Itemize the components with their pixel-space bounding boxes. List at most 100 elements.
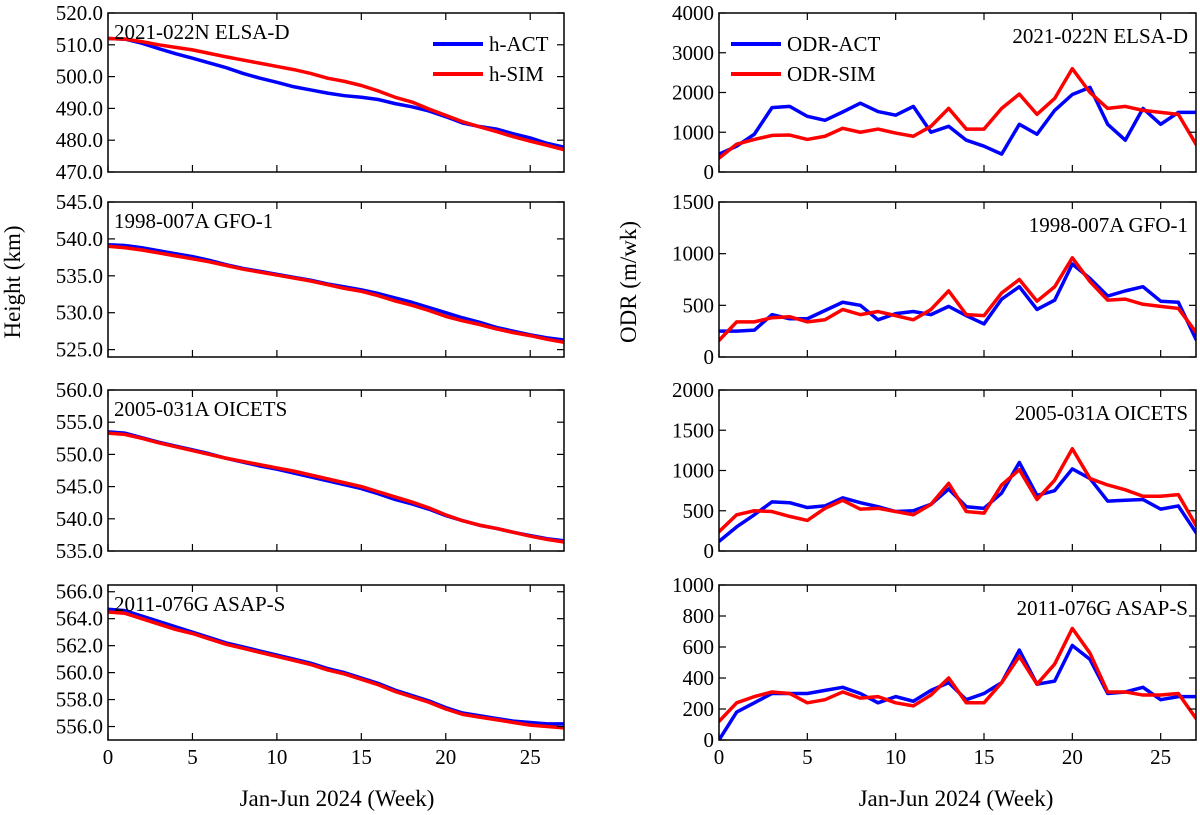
panel-right-4-xtick-label: 25 [1150,745,1171,769]
panel-right-3-ytick-label: 500 [683,499,715,523]
panel-left-4-xtick-label: 25 [520,745,541,769]
panel-left-4-series-h-sim [108,610,564,730]
panel-left-4-xtick-label: 5 [187,745,198,769]
panel-right-1-ytick-label: 2000 [672,81,714,105]
panel-right-2-frame [718,201,1197,358]
panel-right-3-ytick-label: 1500 [672,418,714,442]
left-y-axis-title: Height (km) [0,225,25,338]
panel-left-3-ytick-label: 560.0 [56,378,103,402]
panel-left-4-series-h-act [108,607,564,726]
panel-left-1-frame [107,12,565,173]
panel-right-3-annotation: 2005-031A OICETS [1015,401,1188,425]
panel-right-4-xtick-label: 0 [714,745,725,769]
panel-left-3-frame [107,389,565,552]
panel-right-2: 0 500 1000 1500 1998-007A GFO-1 [672,190,1197,369]
panel-left-3-ytick-label: 540.0 [56,507,103,531]
panel-right-1-ytick-label: 4000 [672,1,714,25]
panel-left-1-ytick-label: 500.0 [56,65,103,89]
panel-right-4-ytick-label: 1000 [672,573,714,597]
panel-left-1: 470.0 480.0 490.0 500.0 510.0 520.0 2021-022N … [56,1,565,184]
panel-left-1-ytick-label: 490.0 [56,96,103,120]
panel-left-2: 525.0 530.0 535.0 540.0 545.0 1998-007A GFO-1 [56,190,565,362]
panel-left-2-ytick-label: 545.0 [56,190,103,214]
panel-left-1-ytick-label: 520.0 [56,1,103,25]
panel-left-1-ytick-label: 470.0 [56,160,103,184]
panel-right-1-ytick-label: 3000 [672,41,714,65]
panel-left-4-annotation: 2011-076G ASAP-S [114,592,285,616]
panel-left-3-ytick-label: 555.0 [56,410,103,434]
panel-right-3-ytick-label: 1000 [672,459,714,483]
panel-right-1-annotation: 2021-022N ELSA-D [1012,24,1188,48]
panel-right-1-ytick-label: 1000 [672,120,714,144]
panel-left-4-frame [107,584,565,741]
panel-right-1-series-odr-sim [719,66,1196,160]
panel-right-4-xtick-label: 15 [974,745,995,769]
panel-left-3-ytick-label: 535.0 [56,539,103,563]
panel-left-2-series-h-act [108,243,564,342]
panel-left-2-ytick-label: 540.0 [56,227,103,251]
panel-right-1-legend-label-odr-act: ODR-ACT [787,32,881,56]
panel-left-1-ytick-label: 480.0 [56,128,103,152]
panel-right-1-legend: ODR-ACT ODR-SIM [731,32,881,86]
panel-right-4-ytick-label: 200 [683,697,715,721]
panel-left-4-ytick-label: 564.0 [56,607,103,631]
panel-right-4-ytick-label: 800 [683,604,715,628]
panel-left-2-annotation: 1998-007A GFO-1 [114,209,273,233]
panel-left-4-ytick-label: 560.0 [56,661,103,685]
panel-left-1-legend-label-h-sim: h-SIM [489,62,544,86]
panel-right-4-xtick-label: 10 [885,745,906,769]
panel-right-3-ytick-label: 2000 [672,378,714,402]
panel-left-3-ytick-label: 550.0 [56,442,103,466]
panel-right-4-annotation: 2011-076G ASAP-S [1017,596,1188,620]
panel-left-3-annotation: 2005-031A OICETS [114,397,287,421]
panel-right-2-ytick-label: 0 [704,345,715,369]
panel-right-1-ytick-label: 0 [704,160,715,184]
panel-left-1-annotation: 2021-022N ELSA-D [114,20,290,44]
panel-left-2-ytick-label: 530.0 [56,301,103,325]
panel-left-3-series-h-sim [108,431,564,544]
panel-right-4-ytick-label: 600 [683,635,715,659]
panel-right-4-ytick-label: 0 [704,728,715,752]
panel-left-2-ytick-label: 535.0 [56,264,103,288]
panel-right-2-ytick-label: 500 [683,293,715,317]
panel-left-4-ytick-label: 556.0 [56,715,103,739]
panel-left-4-ytick-label: 566.0 [56,580,103,604]
panel-right-2-annotation: 1998-007A GFO-1 [1029,213,1188,237]
panel-left-2-series-h-sim [108,244,564,344]
panel-left-1-series-h-sim [108,36,564,152]
panel-right-4-frame [718,584,1197,741]
panel-left-4-xtick-label: 20 [435,745,456,769]
panel-right-4: 0 200 400 600 800 1000 0 5 10 15 20 25 2011-076G ASA… [672,573,1197,769]
right-y-axis-title: ODR (m/wk) [616,221,641,343]
panel-left-2-frame [107,201,565,358]
panel-right-4-xtick-label: 20 [1062,745,1083,769]
panel-left-4-xtick-label: 10 [266,745,287,769]
panel-left-4: 556.0 558.0 560.0 562.0 564.0 566.0 0 5 10 15 20 25… [56,580,565,769]
panel-left-3: 535.0 540.0 545.0 550.0 555.0 560.0 2005-031A … [56,378,565,563]
panel-right-4-xtick-label: 5 [802,745,813,769]
panel-left-4-ytick-label: 558.0 [56,688,103,712]
panel-right-4-ytick-label: 400 [683,666,715,690]
panel-right-3-series-odr-act [719,460,1196,544]
left-x-axis-title: Jan-Jun 2024 (Week) [240,786,435,811]
panel-left-3-ytick-label: 545.0 [56,475,103,499]
panel-right-3: 0 500 1000 1500 2000 2005-031A OICETS [672,378,1197,563]
panel-left-1-ytick-label: 510.0 [56,33,103,57]
panel-right-1: 0 1000 2000 3000 4000 2021-022N ELSA-D ODR-ACT… [672,1,1197,184]
right-x-axis-title: Jan-Jun 2024 (Week) [859,786,1054,811]
panel-right-3-series-odr-sim [719,447,1196,534]
panel-right-2-series-odr-sim [719,256,1196,343]
panel-left-4-xtick-label: 15 [351,745,372,769]
panel-left-1-legend: h-ACT h-SIM [433,32,549,86]
panel-left-4-xtick-label: 0 [103,745,114,769]
panel-right-3-ytick-label: 0 [704,539,715,563]
panel-right-2-ytick-label: 1500 [672,190,714,214]
panels: 470.0 480.0 490.0 500.0 510.0 520.0 2021-022N … [56,1,1197,769]
panel-left-2-ytick-label: 525.0 [56,338,103,362]
panel-right-1-legend-label-odr-sim: ODR-SIM [787,62,876,86]
panel-right-2-ytick-label: 1000 [672,242,714,266]
panel-left-1-legend-label-h-act: h-ACT [489,32,549,56]
panel-right-4-series-odr-sim [719,626,1196,724]
panel-right-1-series-odr-act [719,85,1196,156]
